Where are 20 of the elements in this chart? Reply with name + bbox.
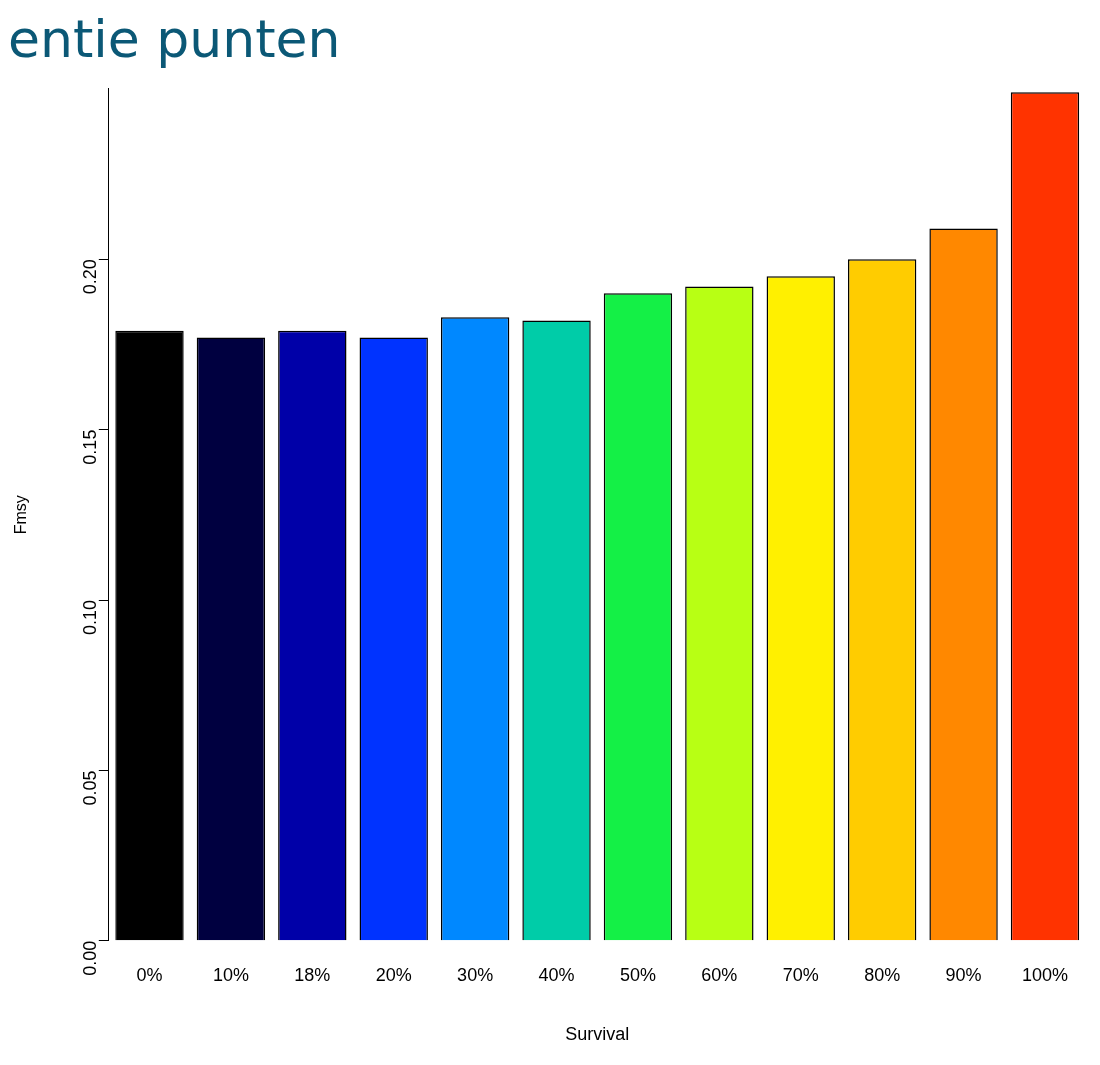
y-tick-label: 0.20 (79, 259, 100, 295)
x-tick-label: 70% (782, 964, 819, 985)
y-axis-title: Fmsy (12, 495, 30, 535)
chart-title: entie punten (8, 8, 342, 70)
y-tick-label: 0.05 (79, 770, 100, 806)
x-tick-label: 18% (294, 964, 331, 985)
x-tick-label: 60% (701, 964, 738, 985)
x-tick-label: 80% (864, 964, 901, 985)
x-tick-label: 30% (457, 964, 494, 985)
x-tick-label: 90% (945, 964, 982, 985)
y-tick-label: 0.15 (79, 429, 100, 465)
x-tick-label: 20% (375, 964, 412, 985)
x-axis-title: Survival (565, 1024, 630, 1045)
y-tick-label: 0.10 (79, 600, 100, 636)
x-tick-label: 100% (1021, 964, 1068, 985)
y-tick-label: 0.00 (79, 940, 100, 976)
x-tick-label: 0% (136, 964, 163, 985)
x-tick-label: 40% (538, 964, 575, 985)
x-tick-label: 10% (212, 964, 249, 985)
x-tick-label: 50% (619, 964, 656, 985)
